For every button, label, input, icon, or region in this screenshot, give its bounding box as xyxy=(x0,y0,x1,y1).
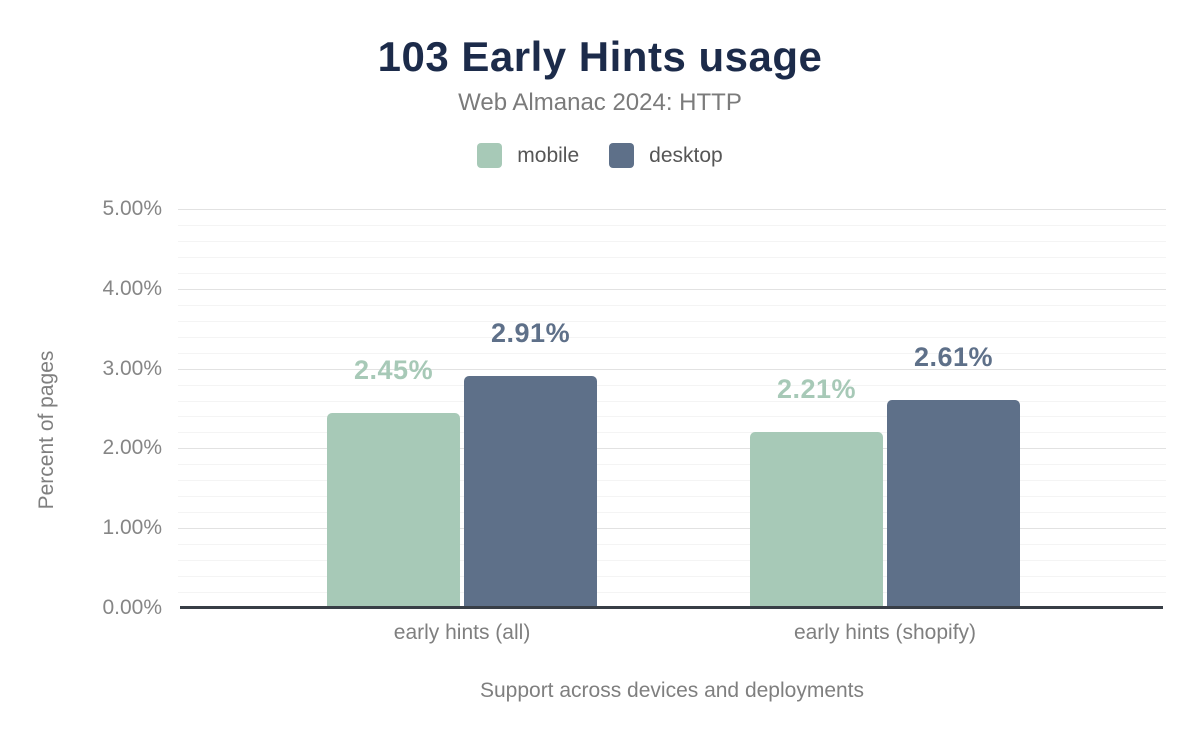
minor-gridline xyxy=(178,240,1166,242)
legend-label-mobile: mobile xyxy=(517,143,580,167)
bar-mobile-1 xyxy=(750,431,883,608)
y-tick-label: 4.00% xyxy=(102,276,162,300)
x-axis-title: Support across devices and deployments xyxy=(479,679,865,702)
legend-item-desktop: desktop xyxy=(609,143,723,168)
minor-gridline xyxy=(178,416,1166,418)
minor-gridline xyxy=(178,256,1166,258)
legend-item-mobile: mobile xyxy=(477,143,579,168)
y-tick-label: 5.00% xyxy=(102,197,162,220)
minor-gridline xyxy=(178,464,1166,466)
x-category-label: early hints (shopify) xyxy=(793,621,977,644)
mobile-series-swatch-icon xyxy=(477,143,503,168)
y-tick-label: 3.00% xyxy=(102,356,162,380)
minor-gridline xyxy=(178,400,1166,402)
desktop-series-swatch-icon xyxy=(609,143,635,168)
minor-gridline xyxy=(178,576,1166,578)
value-label-desktop-1: 2.61% xyxy=(913,341,994,372)
bar-mobile-0 xyxy=(327,412,461,608)
major-gridline xyxy=(178,448,1166,450)
minor-gridline xyxy=(178,304,1166,306)
legend-label-desktop: desktop xyxy=(649,143,723,167)
major-gridline xyxy=(178,288,1166,290)
minor-gridline xyxy=(178,592,1166,594)
x-axis-baseline xyxy=(180,606,1163,609)
value-label-mobile-1: 2.21% xyxy=(776,373,857,404)
chart-subtitle: Web Almanac 2024: HTTP xyxy=(458,89,742,116)
y-tick-label: 0.00% xyxy=(102,596,162,619)
chart-title: 103 Early Hints usage xyxy=(377,33,823,80)
minor-gridline xyxy=(178,560,1166,562)
major-gridline xyxy=(178,209,1166,210)
minor-gridline xyxy=(178,384,1166,386)
bar-desktop-1 xyxy=(887,399,1020,608)
y-tick-label: 1.00% xyxy=(102,516,162,540)
y-axis-title: Percent of pages xyxy=(35,350,58,510)
value-label-mobile-0: 2.45% xyxy=(354,354,434,385)
chart-legend: mobile desktop xyxy=(0,143,1200,168)
minor-gridline xyxy=(178,496,1166,498)
minor-gridline xyxy=(178,336,1166,338)
plot-area: 0.00% 1.00% 2.00% 3.00% 4.00% 5.00% 2.45% 2.91%… xyxy=(102,197,1166,644)
value-label-desktop-0: 2.91% xyxy=(491,317,571,348)
minor-gridline xyxy=(178,224,1166,226)
minor-gridline xyxy=(178,352,1166,354)
major-gridline xyxy=(178,368,1166,370)
minor-gridline xyxy=(178,320,1166,322)
minor-gridline xyxy=(178,512,1166,514)
minor-gridline xyxy=(178,432,1166,434)
minor-gridline xyxy=(178,480,1166,482)
bar-desktop-0 xyxy=(464,375,598,608)
minor-gridline xyxy=(178,544,1166,546)
y-tick-label: 2.00% xyxy=(102,436,162,460)
major-gridline xyxy=(178,528,1166,530)
minor-gridline xyxy=(178,272,1166,274)
x-category-label: early hints (all) xyxy=(393,621,531,644)
